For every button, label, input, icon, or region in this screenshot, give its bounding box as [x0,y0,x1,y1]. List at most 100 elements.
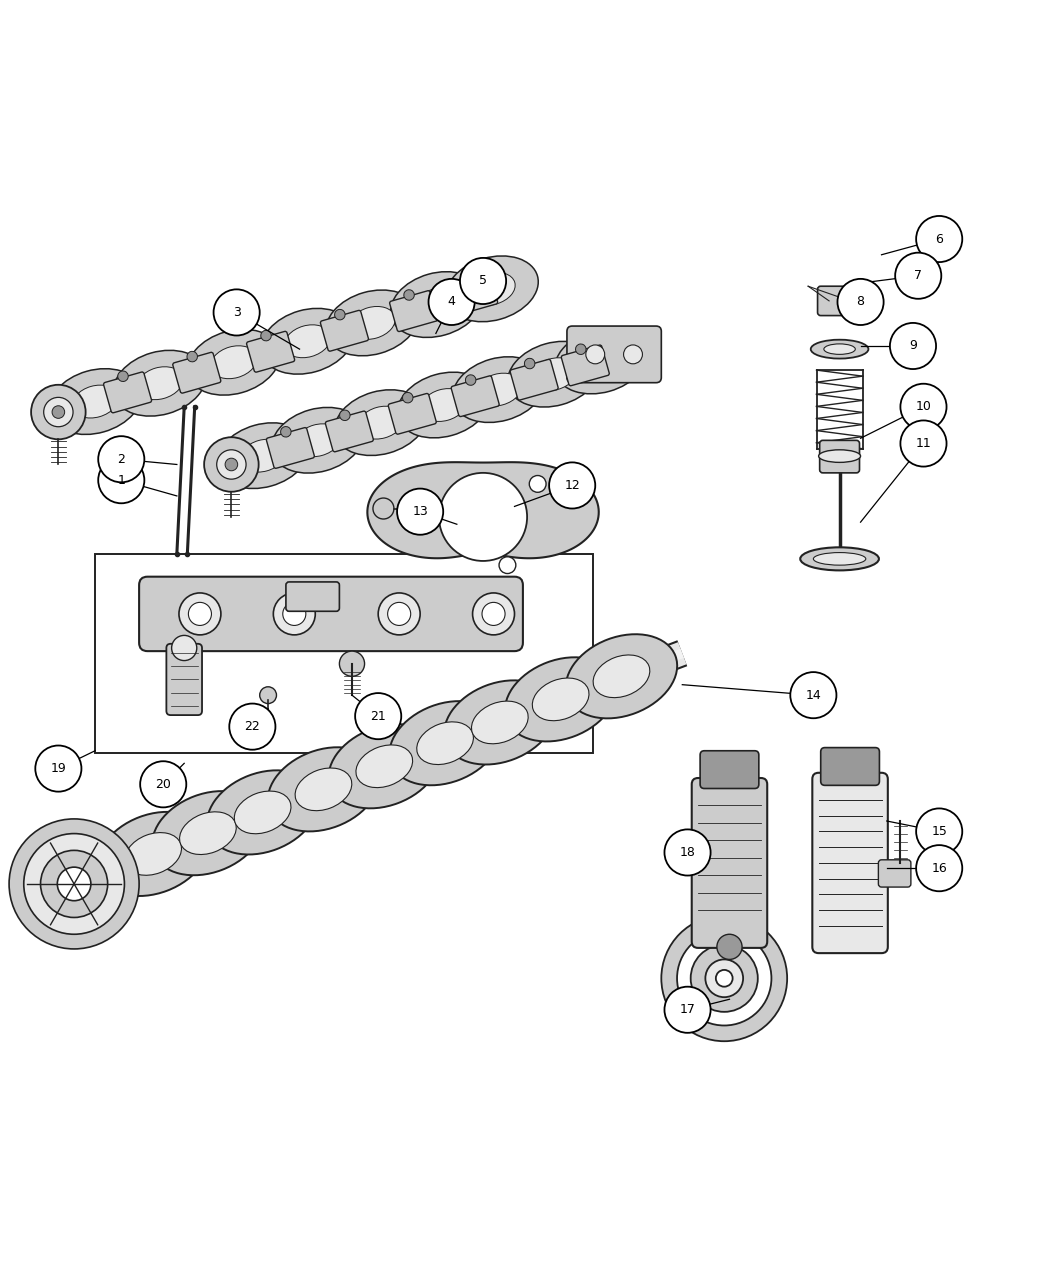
Circle shape [460,258,506,303]
Ellipse shape [505,658,616,742]
Text: 17: 17 [679,1003,695,1016]
Circle shape [677,931,772,1025]
Text: 11: 11 [916,437,931,450]
Circle shape [335,310,345,320]
Circle shape [118,371,128,381]
FancyBboxPatch shape [247,332,295,372]
Circle shape [140,761,186,807]
Circle shape [32,385,86,440]
Circle shape [917,808,962,854]
Ellipse shape [49,368,142,435]
Ellipse shape [113,351,206,416]
Circle shape [662,915,788,1042]
Ellipse shape [272,408,364,473]
Ellipse shape [152,790,264,875]
FancyBboxPatch shape [879,859,911,887]
Text: 3: 3 [233,306,240,319]
FancyBboxPatch shape [104,372,151,413]
Ellipse shape [476,374,522,405]
Text: 14: 14 [805,688,821,701]
Circle shape [407,491,424,507]
Circle shape [464,273,475,283]
FancyBboxPatch shape [452,376,499,417]
Circle shape [282,602,306,626]
Circle shape [378,593,420,635]
FancyBboxPatch shape [320,310,369,351]
Ellipse shape [421,389,467,422]
Circle shape [428,279,475,325]
Circle shape [225,458,237,470]
Text: 1: 1 [118,474,125,487]
Circle shape [482,602,505,626]
Text: 6: 6 [936,232,943,246]
Text: 21: 21 [371,710,386,723]
Ellipse shape [554,328,647,394]
Text: 16: 16 [931,862,947,875]
Circle shape [260,330,271,340]
Ellipse shape [261,309,354,374]
Ellipse shape [532,678,589,720]
Ellipse shape [326,289,418,356]
Text: 8: 8 [857,296,864,309]
Circle shape [188,602,211,626]
Circle shape [229,704,275,750]
Circle shape [901,384,946,430]
Circle shape [397,488,443,534]
FancyBboxPatch shape [700,751,759,788]
Ellipse shape [188,329,280,395]
FancyBboxPatch shape [449,274,498,315]
Ellipse shape [530,358,576,390]
Ellipse shape [285,325,331,358]
Ellipse shape [390,701,501,785]
Ellipse shape [268,747,379,831]
Circle shape [259,687,276,704]
Ellipse shape [356,745,413,788]
Circle shape [339,652,364,676]
Text: 15: 15 [931,825,947,838]
Circle shape [901,421,946,467]
Circle shape [890,323,936,368]
Ellipse shape [136,367,183,399]
Ellipse shape [358,407,404,439]
Circle shape [58,867,91,900]
Circle shape [99,436,144,482]
Circle shape [41,850,108,918]
Circle shape [575,344,586,354]
Circle shape [273,593,315,635]
FancyBboxPatch shape [286,581,339,611]
Circle shape [204,437,258,492]
Circle shape [586,346,605,363]
FancyBboxPatch shape [820,440,860,473]
Circle shape [44,398,74,427]
Circle shape [280,427,291,437]
Circle shape [216,450,246,479]
Circle shape [665,987,711,1033]
Text: 10: 10 [916,400,931,413]
Ellipse shape [216,423,309,488]
Ellipse shape [70,853,127,896]
Circle shape [838,279,884,325]
FancyBboxPatch shape [390,291,438,332]
Circle shape [213,289,259,335]
Text: 2: 2 [118,453,125,465]
Ellipse shape [295,423,341,456]
Circle shape [24,834,125,935]
FancyBboxPatch shape [818,286,862,316]
Polygon shape [368,463,598,558]
Ellipse shape [234,790,291,834]
Circle shape [36,746,82,792]
Circle shape [691,945,758,1012]
Text: 9: 9 [909,339,917,352]
FancyBboxPatch shape [326,411,374,451]
Circle shape [402,393,413,403]
FancyBboxPatch shape [139,576,523,652]
Circle shape [665,830,711,876]
Text: 7: 7 [915,269,922,282]
FancyBboxPatch shape [510,360,559,400]
Text: 5: 5 [479,274,487,287]
Text: 13: 13 [413,505,428,518]
Ellipse shape [349,306,395,339]
Circle shape [373,499,394,519]
Circle shape [549,463,595,509]
Circle shape [472,593,514,635]
